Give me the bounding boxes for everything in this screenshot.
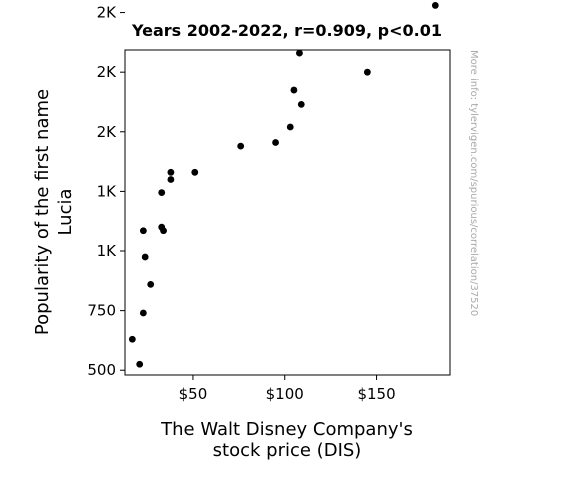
watermark-text: More info: tylervigen.com/spurious/corre…: [468, 50, 479, 316]
x-axis-label-line-1: The Walt Disney Company's: [160, 419, 413, 440]
data-points: [128, 2, 439, 368]
y-tick-label: 1K: [97, 182, 118, 200]
y-axis-label-line-2: Lucia: [55, 188, 76, 235]
y-tick-label: 750: [87, 302, 116, 320]
x-tick-label: $50: [179, 385, 208, 403]
data-point: [139, 309, 147, 317]
data-point: [147, 280, 155, 288]
data-point: [160, 227, 167, 235]
y-axis: 5007501K1K2K2K2K2K: [87, 4, 125, 379]
x-axis-label-line-2: stock price (DIS): [213, 440, 362, 461]
y-axis-label: Popularity of the first name Lucia: [32, 89, 76, 335]
data-point: [128, 335, 136, 343]
y-tick-label: 2K: [97, 123, 118, 141]
y-tick-label: 500: [87, 361, 116, 379]
data-point: [167, 176, 175, 183]
plot-area: [124, 49, 451, 376]
y-tick-label: 2K: [97, 63, 118, 81]
data-point: [296, 49, 303, 57]
data-point: [158, 189, 166, 196]
data-point: [191, 168, 199, 176]
x-tick-label: $100: [266, 385, 304, 403]
data-point: [363, 68, 371, 76]
data-point: [272, 139, 279, 146]
data-point: [431, 2, 439, 9]
data-point: [286, 123, 294, 131]
data-point: [136, 360, 144, 368]
data-point: [139, 227, 147, 235]
watermark: More info: tylervigen.com/spurious/corre…: [468, 50, 479, 316]
data-point: [290, 86, 298, 94]
data-point: [297, 100, 305, 108]
y-axis-label-line-1: Popularity of the first name: [32, 89, 53, 335]
x-tick-label: $150: [357, 385, 395, 403]
x-axis: $50 $100 $150: [179, 375, 396, 403]
chart-title: Years 2002-2022, r=0.909, p<0.01: [131, 21, 442, 40]
y-tick-label: 2K: [97, 4, 118, 22]
y-tick-label: 1K: [97, 242, 118, 260]
data-point: [167, 168, 175, 176]
data-point: [141, 253, 149, 261]
data-point: [237, 142, 245, 150]
